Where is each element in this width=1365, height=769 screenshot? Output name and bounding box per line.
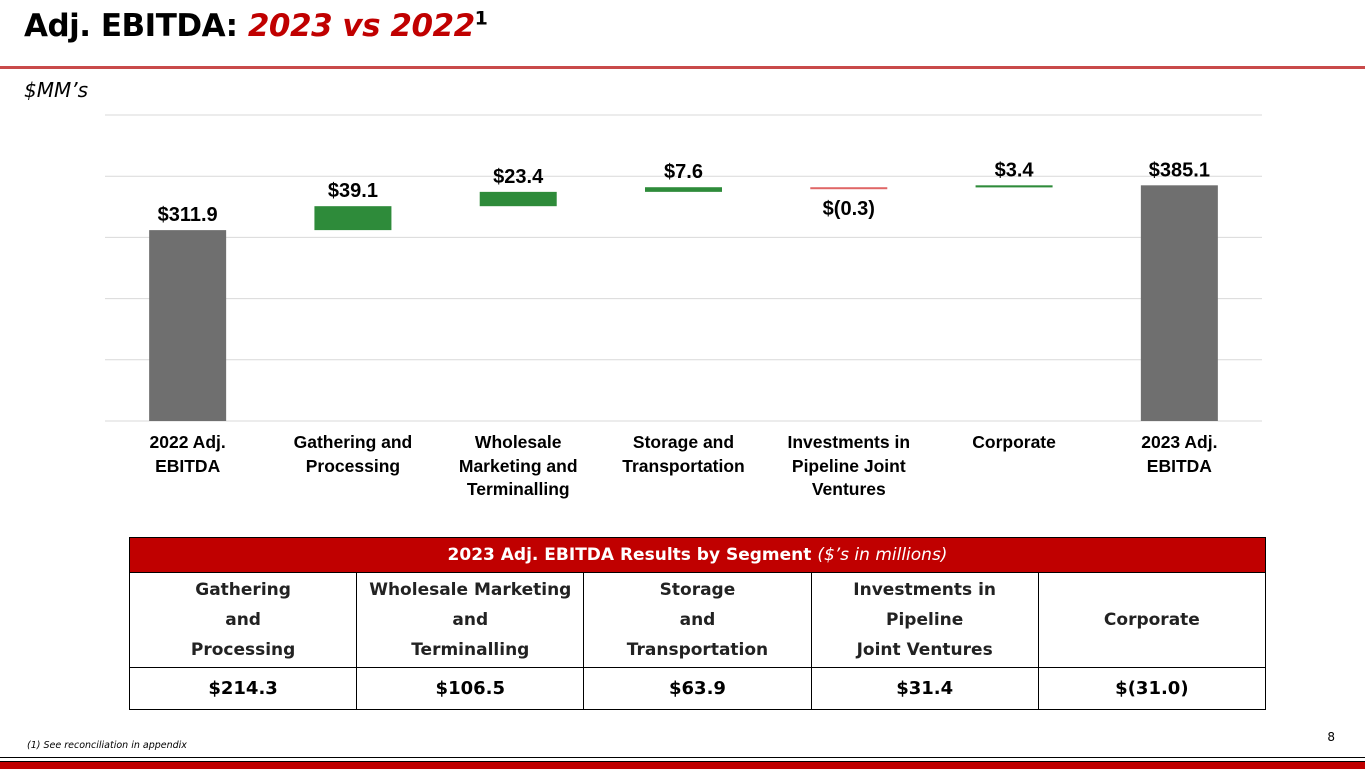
segment-name-cell: Storage and Transportation <box>583 572 812 668</box>
segment-value-cell: $(31.0) <box>1037 667 1267 710</box>
segment-value-cell: $106.5 <box>356 667 585 710</box>
table-header-title: 2023 Adj. EBITDA Results by Segment <box>447 545 818 565</box>
title-divider <box>0 66 1365 69</box>
footnote: (1) See reconciliation in appendix <box>27 740 187 751</box>
x-tick-label-3: Wholesale Marketing and Terminalling <box>458 432 578 499</box>
data-label-6: $3.4 <box>995 159 1035 181</box>
waterfall-bar-5 <box>810 187 888 190</box>
page-title: Adj. EBITDA: 2023 vs 20221 <box>24 7 488 44</box>
waterfall-bar-4 <box>645 187 722 192</box>
segment-name-cell: Gathering and Processing <box>128 572 358 668</box>
x-tick-label-7: 2023 Adj. EBITDA <box>1141 432 1218 476</box>
segment-value-cell: $31.4 <box>810 667 1039 710</box>
segment-value-row: $214.3 $106.5 $63.9 $31.4 $(31.0) <box>128 667 1267 710</box>
data-label-7: $385.1 <box>1149 159 1210 181</box>
footer-bar <box>0 761 1365 769</box>
page-number: 8 <box>1327 730 1335 744</box>
data-label-1: $311.9 <box>158 204 218 226</box>
waterfall-bar-3 <box>479 191 557 207</box>
segment-name-cell: Investments in Pipeline Joint Ventures <box>810 572 1039 668</box>
waterfall-bar-1 <box>149 230 227 421</box>
title-highlight: 2023 vs 2022 <box>247 8 475 44</box>
waterfall-chart: $311.9 $39.1 $23.4 $7.6 $(0.3) $3.4 $385.1 <box>105 114 1262 422</box>
data-label-3: $23.4 <box>493 166 544 188</box>
table-header: 2023 Adj. EBITDA Results by Segment ($’s… <box>129 537 1266 573</box>
footer-divider <box>0 757 1365 758</box>
x-tick-label-2: Gathering and Processing <box>293 432 413 476</box>
segment-name-row: Gathering and Processing Wholesale Marketin… <box>128 572 1267 668</box>
segment-value-cell: $63.9 <box>583 667 812 710</box>
data-label-4: $7.6 <box>664 161 703 183</box>
title-prefix: Adj. EBITDA: <box>24 8 248 44</box>
waterfall-bar-7 <box>1140 185 1218 421</box>
segment-name-cell: Wholesale Marketing and Terminalling <box>356 572 585 668</box>
waterfall-bar-2 <box>314 206 392 231</box>
x-tick-label-6: Corporate <box>972 432 1056 452</box>
x-tick-label-1: 2022 Adj. EBITDA <box>149 432 226 476</box>
units-label: $MM’s <box>24 78 89 102</box>
data-label-2: $39.1 <box>328 180 378 202</box>
data-label-5: $(0.3) <box>823 198 875 220</box>
title-footnote-marker: 1 <box>474 7 488 30</box>
table-header-units: ($’s in millions) <box>817 545 948 565</box>
x-tick-label-5: Investments in Pipeline Joint Ventures <box>787 432 911 499</box>
segment-value-cell: $214.3 <box>128 667 358 710</box>
waterfall-bar-6 <box>975 185 1053 188</box>
segment-results-table: 2023 Adj. EBITDA Results by Segment ($’s… <box>128 537 1267 710</box>
segment-name-cell: Corporate <box>1037 572 1267 668</box>
x-tick-label-4: Storage and Transportation <box>622 432 745 476</box>
